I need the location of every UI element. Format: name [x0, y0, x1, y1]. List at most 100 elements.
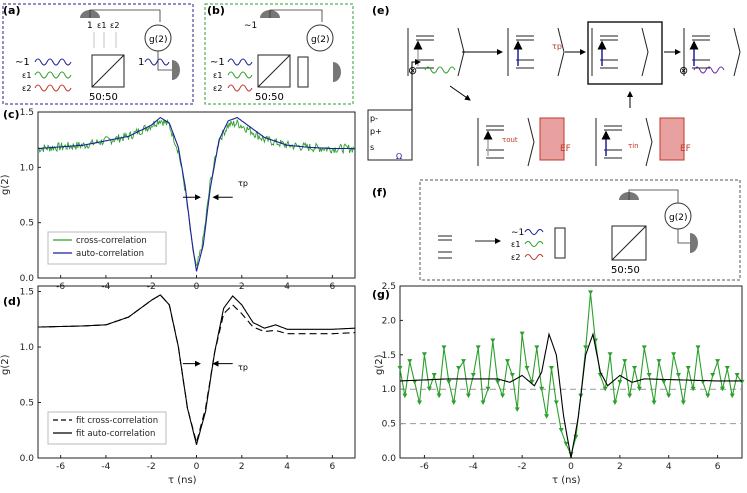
x-tick-label: -6: [56, 282, 65, 292]
detector-icon: [172, 60, 180, 80]
ket-angle: [527, 117, 535, 167]
tau-out-label: τout: [502, 136, 518, 144]
ket-angle: [645, 117, 653, 167]
data-point: [680, 400, 686, 405]
x-tick-label: -4: [101, 282, 110, 292]
data-point: [666, 393, 672, 399]
series-line-fit-cross-correlation: [37, 294, 356, 443]
series-line-fit-auto-correlation: [37, 294, 355, 445]
epsilon1-label: ε1: [22, 71, 31, 80]
epsilon1-label: ε1: [97, 21, 106, 30]
x-tick-label: -4: [101, 462, 110, 472]
fermi-sea: [659, 117, 685, 161]
series-line-fit: [400, 332, 742, 459]
bs-label: 50:50: [255, 92, 284, 103]
panel-d-label: (d): [3, 295, 21, 308]
wave-packet-icon: [34, 84, 72, 92]
fermi-sea: [539, 117, 565, 161]
data-point: [588, 290, 594, 295]
data-point: [470, 372, 476, 378]
data-point: [490, 338, 496, 344]
ket-angle: [733, 27, 741, 77]
panel-c-label: (c): [3, 108, 20, 121]
y-tick-label: 0.0: [20, 274, 35, 284]
wave-packet-icon: [524, 254, 544, 260]
data-point: [534, 345, 540, 350]
epsilon2-label: ε2: [511, 253, 520, 262]
x-tick-label: -6: [56, 462, 65, 472]
x-tick-label: -2: [147, 462, 156, 472]
data-point: [607, 352, 613, 357]
wave-packet-icon: [524, 229, 544, 235]
epsilon1-label: ε1: [213, 71, 222, 80]
data-point: [622, 359, 628, 364]
data-point: [690, 386, 696, 392]
series-line-cross-correlation: [37, 118, 355, 267]
data-point: [475, 345, 481, 350]
otimes-symbol: ⊗: [679, 64, 688, 77]
g2-label: g(2): [149, 35, 167, 45]
panel-f-frame: [419, 179, 741, 281]
photon-number-label: ∼1: [511, 228, 524, 238]
legend-entry: cross-correlation: [76, 236, 147, 246]
data-point: [734, 372, 740, 378]
data-point: [539, 386, 545, 392]
data-point: [436, 393, 442, 399]
panel-b-frame: [204, 3, 354, 105]
data-point: [514, 407, 520, 412]
legend-entry: fit auto-correlation: [76, 429, 155, 439]
panel-b: (b) g(2) 50:50 ∼1 ε1 ε2 ∼1: [204, 3, 354, 105]
data-point: [715, 359, 721, 364]
x-tick-label: -2: [147, 282, 156, 292]
data-point: [451, 400, 457, 405]
wave-packet-icon: [693, 66, 725, 74]
data-point: [519, 331, 525, 337]
data-point: [402, 393, 408, 399]
tau-in-label: τin: [628, 142, 639, 150]
epsilon1-label: ε1: [511, 240, 520, 249]
x-tick-label: -2: [518, 462, 527, 472]
epsilon2-label: ε2: [213, 84, 222, 93]
chart-d-xlabel: τ (ns): [168, 475, 197, 486]
y-tick-label: 0.0: [382, 454, 397, 464]
data-point: [553, 400, 559, 405]
series-line-data: [399, 292, 743, 457]
epsilon2-label: ε2: [110, 21, 119, 30]
data-point: [695, 345, 701, 350]
y-tick-label: 1.0: [20, 163, 35, 173]
data-point: [729, 393, 735, 399]
data-point: [465, 393, 471, 399]
chart-c: (c) g(2) τp -6 -4 -2 0 2 4 6 0.0 0.5 1.0 1.5 cross-…: [0, 108, 356, 292]
x-tick-label: 2: [239, 282, 245, 292]
g2-correlator-icon: [306, 24, 334, 52]
y-tick-label: 1.5: [20, 288, 34, 298]
level-legend-box: [367, 109, 413, 161]
legend-box: [47, 231, 167, 265]
data-point: [636, 386, 642, 392]
x-tick-label: -6: [420, 462, 429, 472]
x-tick-label: 0: [568, 462, 574, 472]
data-point: [461, 359, 467, 364]
x-tick-label: 2: [239, 462, 245, 472]
wave-packet-icon: [227, 58, 253, 66]
data-point: [671, 352, 677, 357]
wave-packet-icon: [227, 84, 253, 92]
data-point: [563, 441, 569, 447]
data-point: [602, 386, 608, 392]
y-tick-label: 1.0: [382, 385, 397, 395]
bs-label: 50:50: [611, 265, 640, 276]
photon-count-label: ∼1: [244, 21, 257, 31]
x-tick-label: 0: [194, 282, 200, 292]
panel-e: (e) p- p+ s Ω ⊗ ⊗ τp τout τin EF EF: [367, 4, 741, 167]
data-point: [456, 366, 462, 371]
chart-g-ylabel: g(2): [374, 354, 385, 375]
data-point: [421, 352, 427, 357]
fermi-level-label: EF: [680, 144, 691, 154]
process-arrow: [449, 85, 471, 101]
wave-packet-icon: [34, 71, 72, 79]
level-p-minus: p-: [370, 114, 378, 123]
wave-packet-icon: [144, 58, 170, 66]
data-point: [485, 386, 491, 392]
